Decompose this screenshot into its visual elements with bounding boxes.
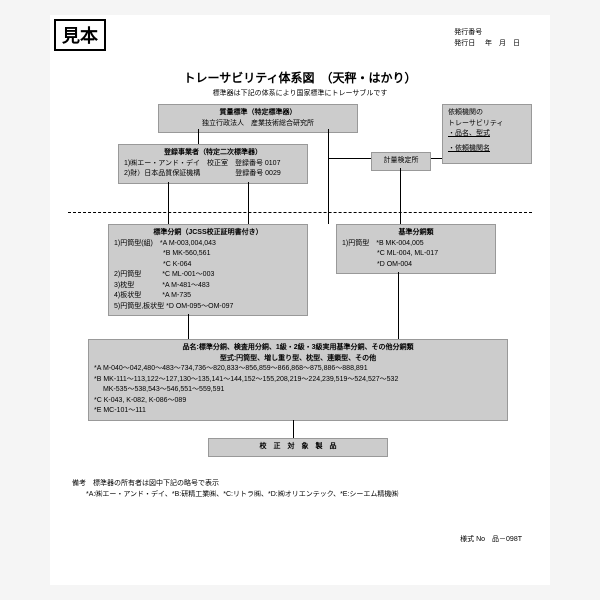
std-weight-box: 標準分銅（JCSS校正証明書付き） 1)円筒型(組) *A M-003,004,… [108,224,308,316]
issue-no-label: 発行番号 [454,29,482,36]
list-item: *C K-064 [114,260,302,271]
sample-stamp: 見本 [54,19,106,51]
issue-date-format: 年 月 日 [485,40,520,47]
form-footer: 様式 No 品－098T [460,534,522,544]
list-item: *B MK-560,561 [114,249,302,260]
list-item: *B MK-111～113,122～127,130～135,141～144,15… [94,375,502,386]
list-item: *D OM-004 [342,260,490,271]
list-item: *C K-043, K-082, K-086～089 [94,396,502,407]
products-l2: 型式:円筒型、増し重り型、枕型、連鎖型、その他 [94,354,502,365]
conn-line [400,168,401,224]
list-item: *E MC-101～111 [94,406,502,417]
traceability-diagram: 質量標準（特定標準器） 独立行政法人 産業技術総合研究所 依頼機関の トレーサビ… [68,104,532,544]
products-l1: 品名:標準分銅、検査用分銅、1級・2級・3級実用基準分銅、その他分銅類 [94,343,502,354]
conn-line [198,129,199,144]
metrology-label: 計量検定所 [384,157,419,164]
conn-line [248,182,249,224]
ref-weight-box: 基準分銅類 1)円筒型 *B MK-004,005 *C ML-004, ML-… [336,224,496,274]
metrology-box: 計量検定所 [371,152,431,171]
client-l0: 依頼機関の [448,108,526,119]
ref-weight-list: 1)円筒型 *B MK-004,005 *C ML-004, ML-017 *D… [342,239,490,271]
registrar-l1: 1)㈱エー・アンド・デイ 校正室 登録番号 0107 [124,159,302,170]
remark-line: *A:㈱エー・アンド・デイ、*B:研精工業㈱、*C:リトラ㈱、*D:㈱オリエンテ… [86,489,398,500]
conn-line [431,158,442,159]
list-item: *A M-040～042,480～483～734,736～820,833～856… [94,364,502,375]
conn-line [328,158,371,159]
conn-line [188,314,189,339]
conn-line [328,129,329,224]
mass-std-org: 独立行政法人 産業技術総合研究所 [164,119,352,130]
list-item: 3)枕型 *A M-481～483 [114,281,302,292]
std-weight-list: 1)円筒型(組) *A M-003,004,043 *B MK-560,561 … [114,239,302,313]
list-item: 1)円筒型 *B MK-004,005 [342,239,490,250]
products-box: 品名:標準分銅、検査用分銅、1級・2級・3級実用基準分銅、その他分銅類 型式:円… [88,339,508,421]
registrar-heading: 登録事業者（特定二次標準器） [124,148,302,159]
issue-header: 発行番号 発行日 年 月 日 [454,27,520,49]
client-l3: ・依頼機関名 [448,145,490,152]
dashed-separator [68,212,532,213]
conn-line [398,272,399,339]
remark-heading: 備考 標準器の所有者は図中下記の略号で表示 [72,478,398,489]
client-l1: トレーサビリティ [448,119,526,130]
list-item: 2)円筒型 *C ML-001～003 [114,270,302,281]
ref-weight-heading: 基準分銅類 [342,228,490,239]
list-item: 5)円筒型,板状型 *D OM-095～OM-097 [114,302,302,313]
list-item: 1)円筒型(組) *A M-003,004,043 [114,239,302,250]
conn-line [293,420,294,438]
registrar-box: 登録事業者（特定二次標準器） 1)㈱エー・アンド・デイ 校正室 登録番号 010… [118,144,308,184]
client-l2: ・品名、型式 [448,129,526,140]
document-page: 見本 発行番号 発行日 年 月 日 トレーサビリティ体系図 （天秤・はかり） 標… [50,15,550,585]
mass-std-heading: 質量標準（特定標準器） [164,108,352,119]
products-list: *A M-040～042,480～483～734,736～820,833～856… [94,364,502,417]
target-box: 校 正 対 象 製 品 [208,438,388,457]
issue-date-label: 発行日 [454,40,475,47]
remark-section: 備考 標準器の所有者は図中下記の略号で表示 *A:㈱エー・アンド・デイ、*B:研… [72,478,398,500]
list-item: *C ML-004, ML-017 [342,249,490,260]
target-label: 校 正 対 象 製 品 [260,443,337,450]
page-title: トレーサビリティ体系図 （天秤・はかり） [68,69,532,86]
std-weight-heading: 標準分銅（JCSS校正証明書付き） [114,228,302,239]
conn-line [168,182,169,224]
registrar-l2: 2)財）日本品質保証機構 登録番号 0029 [124,169,302,180]
list-item: 4)板状型 *A M-735 [114,291,302,302]
page-subtitle: 標準器は下記の体系により国家標準にトレーサブルです [68,88,532,98]
client-box: 依頼機関の トレーサビリティ ・品名、型式 ・依頼機関名 [442,104,532,164]
list-item: MK-535～538,543～546,551～559,591 [94,385,502,396]
